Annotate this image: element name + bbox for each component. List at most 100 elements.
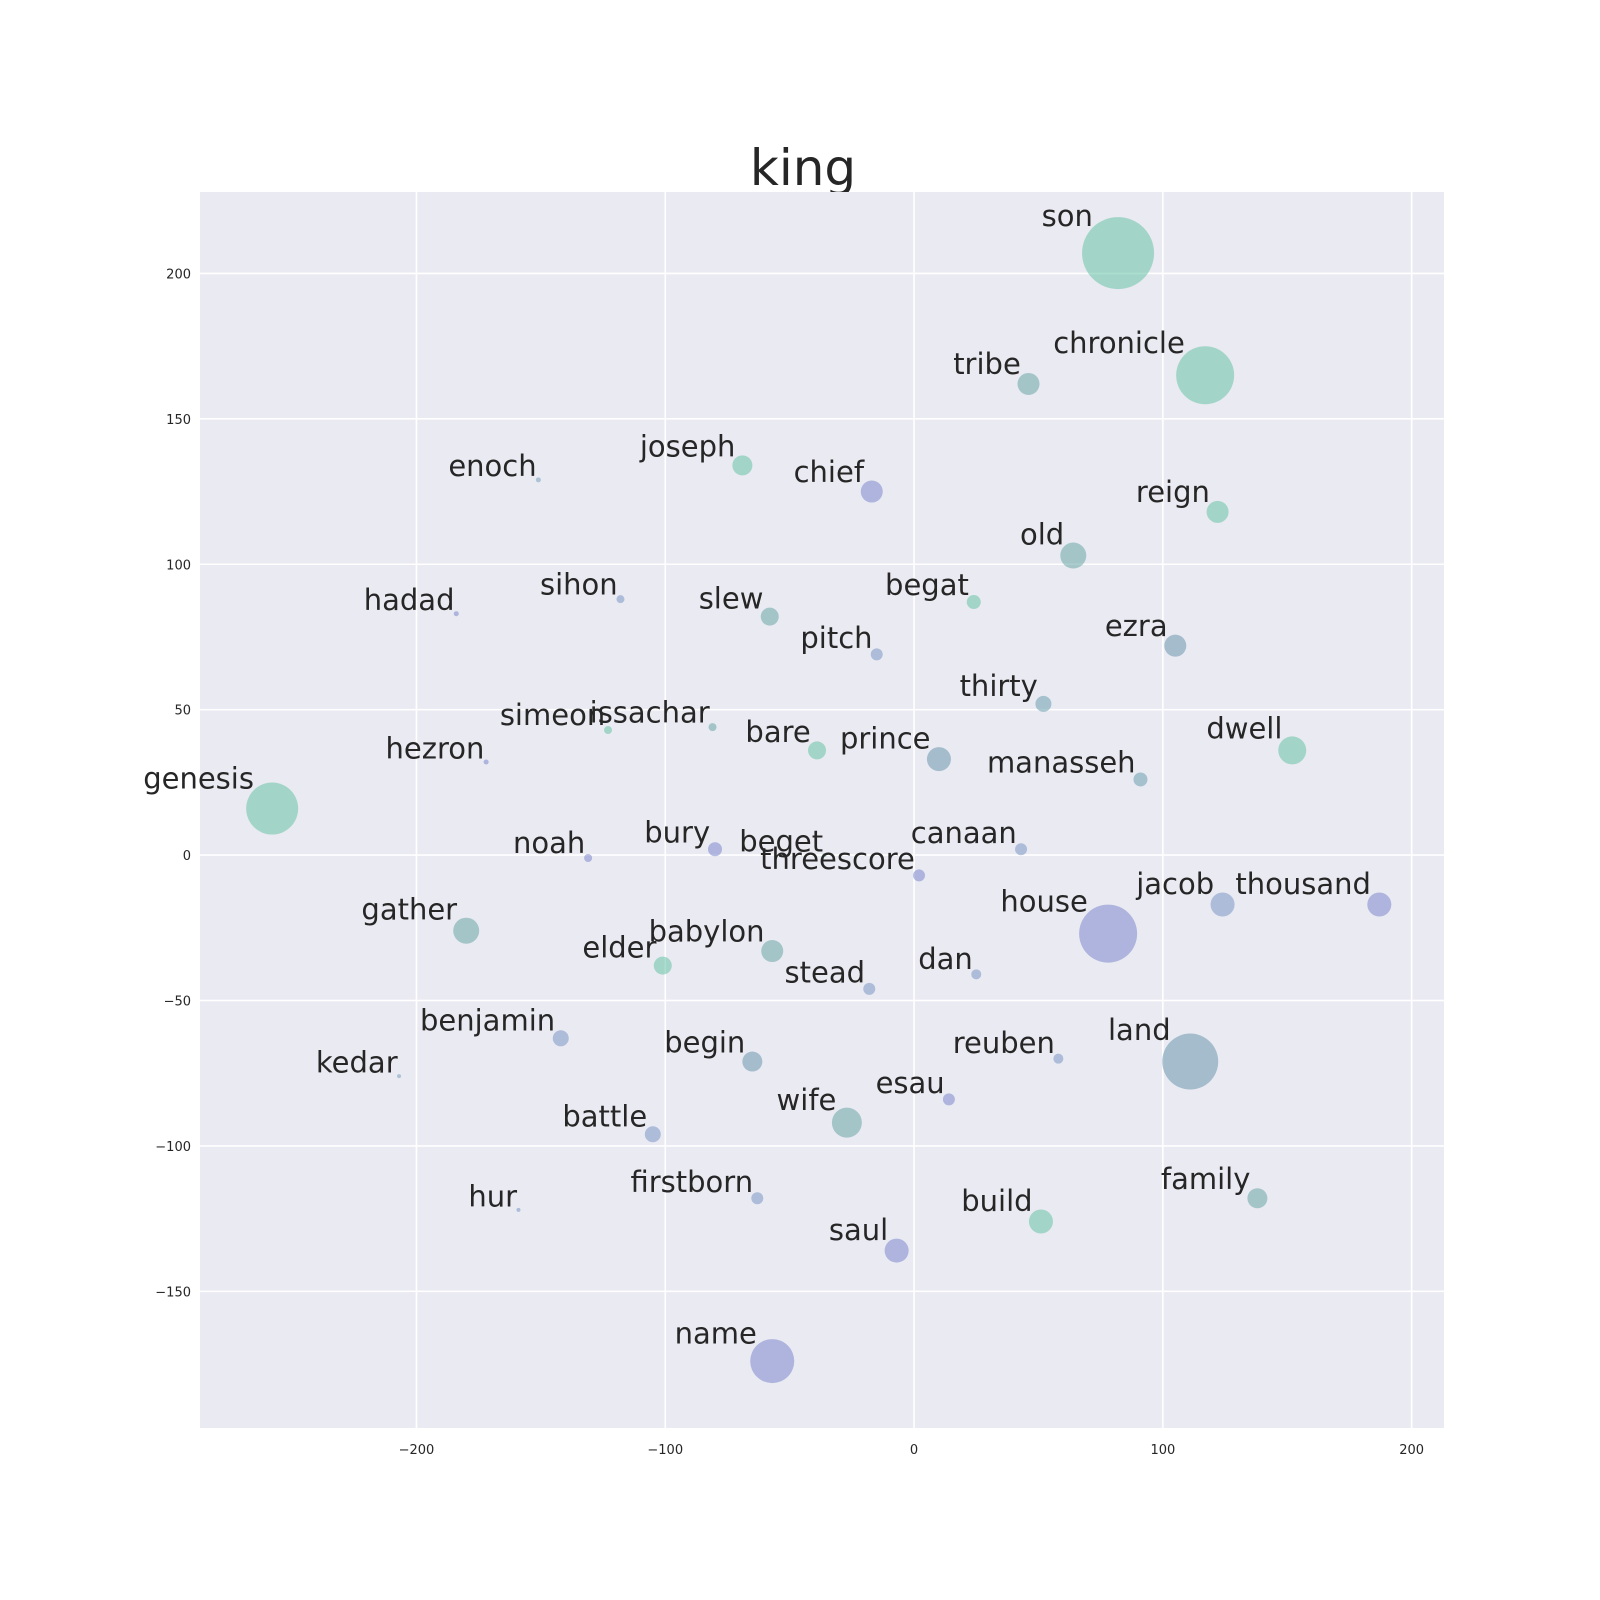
point-label-joseph: joseph bbox=[639, 429, 736, 463]
point-label-battle: battle bbox=[562, 1100, 647, 1134]
point-label-saul: saul bbox=[829, 1213, 888, 1247]
bubble-hadad bbox=[453, 611, 459, 617]
point-label-manasseh: manasseh bbox=[987, 746, 1136, 780]
bubble-bury bbox=[708, 842, 723, 857]
bubble-family bbox=[1247, 1188, 1268, 1209]
point-label-tribe: tribe bbox=[953, 347, 1021, 381]
bubble-wife bbox=[831, 1107, 862, 1138]
bubble-gather bbox=[453, 917, 480, 944]
bubble-jacob bbox=[1210, 892, 1235, 917]
point-label-enoch: enoch bbox=[448, 449, 536, 483]
point-label-hur: hur bbox=[468, 1179, 517, 1213]
point-label-hadad: hadad bbox=[364, 583, 455, 617]
x-tick-label: 200 bbox=[1399, 1443, 1424, 1458]
bubble-battle bbox=[644, 1126, 661, 1143]
point-label-build: build bbox=[961, 1184, 1032, 1218]
point-label-wife: wife bbox=[777, 1083, 837, 1117]
point-label-firstborn: firstborn bbox=[630, 1165, 753, 1199]
bubble-old bbox=[1060, 542, 1087, 569]
point-label-babylon: babylon bbox=[649, 914, 765, 948]
point-label-canaan: canaan bbox=[911, 816, 1017, 850]
point-label-issachar: issachar bbox=[590, 695, 710, 729]
point-label-land: land bbox=[1108, 1013, 1171, 1047]
x-tick-label: 0 bbox=[910, 1443, 918, 1458]
point-label-genesis: genesis bbox=[143, 761, 254, 795]
point-label-slew: slew bbox=[699, 581, 764, 615]
point-label-beget: beget bbox=[739, 825, 823, 859]
y-tick-label: 100 bbox=[166, 558, 191, 573]
point-label-elder: elder bbox=[582, 930, 656, 964]
bubble-bare bbox=[808, 741, 827, 760]
point-label-chief: chief bbox=[794, 455, 865, 489]
bubble-babylon bbox=[761, 940, 784, 963]
bubble-son bbox=[1082, 217, 1155, 290]
bubble-enoch bbox=[535, 477, 541, 483]
bubble-elder bbox=[653, 956, 672, 975]
point-label-family: family bbox=[1161, 1162, 1251, 1196]
point-label-reign: reign bbox=[1136, 475, 1210, 509]
bubble-reuben bbox=[1053, 1053, 1064, 1064]
bubble-canaan bbox=[1015, 843, 1028, 856]
grid-lines bbox=[200, 192, 1444, 1428]
point-label-kedar: kedar bbox=[316, 1046, 398, 1080]
bubble-simeon bbox=[604, 726, 613, 735]
point-label-gather: gather bbox=[361, 893, 457, 927]
bubble-esau bbox=[942, 1093, 955, 1106]
y-tick-label: 200 bbox=[166, 267, 191, 282]
bubble-stead bbox=[863, 982, 876, 995]
bubble-thousand bbox=[1367, 892, 1392, 917]
bubble-land bbox=[1162, 1033, 1219, 1090]
bubble-hezron bbox=[483, 759, 489, 765]
chart-title: king bbox=[750, 139, 856, 197]
bubble-name bbox=[750, 1339, 795, 1384]
bubble-kedar bbox=[397, 1074, 402, 1079]
point-label-jacob: jacob bbox=[1135, 867, 1214, 901]
point-label-sihon: sihon bbox=[540, 567, 618, 601]
point-label-bury: bury bbox=[644, 815, 710, 849]
point-label-benjamin: benjamin bbox=[420, 1004, 555, 1038]
point-label-noah: noah bbox=[513, 826, 585, 860]
point-label-esau: esau bbox=[876, 1066, 945, 1100]
point-label-old: old bbox=[1020, 517, 1064, 551]
y-tick-label: 50 bbox=[174, 704, 191, 719]
point-label-dan: dan bbox=[918, 942, 973, 976]
point-label-chronicle: chronicle bbox=[1053, 326, 1185, 360]
bubble-firstborn bbox=[751, 1192, 764, 1205]
bubble-chief bbox=[860, 480, 883, 503]
y-tick-label: −150 bbox=[155, 1285, 191, 1300]
x-axis-ticks: −200 −100 0 100 200 bbox=[399, 1443, 1424, 1458]
bubble-begin bbox=[742, 1051, 763, 1072]
bubble-ezra bbox=[1164, 634, 1187, 657]
x-tick-label: 100 bbox=[1150, 1443, 1175, 1458]
point-label-threescore: threescore bbox=[760, 842, 915, 876]
point-label-ezra: ezra bbox=[1105, 609, 1168, 643]
x-tick-label: −100 bbox=[647, 1443, 683, 1458]
bubble-reign bbox=[1206, 500, 1229, 523]
y-tick-label: 0 bbox=[183, 849, 191, 864]
bubble-house bbox=[1079, 904, 1138, 963]
bubble-threescore bbox=[913, 869, 926, 882]
bubble-joseph bbox=[732, 455, 753, 476]
bubble-dan bbox=[971, 969, 982, 980]
bubble-begat bbox=[966, 595, 981, 610]
bubble-hur bbox=[516, 1207, 521, 1212]
y-tick-label: 150 bbox=[166, 413, 191, 428]
x-tick-label: −200 bbox=[399, 1443, 435, 1458]
bubble-saul bbox=[884, 1238, 909, 1263]
plot-area bbox=[200, 192, 1444, 1428]
point-label-son: son bbox=[1042, 199, 1093, 233]
data-points bbox=[246, 217, 1392, 1384]
point-label-thirty: thirty bbox=[960, 669, 1038, 703]
point-label-pitch: pitch bbox=[800, 621, 872, 655]
point-label-prince: prince bbox=[840, 722, 931, 756]
bubble-sihon bbox=[616, 595, 625, 604]
bubble-manasseh bbox=[1133, 772, 1148, 787]
point-label-dwell: dwell bbox=[1206, 712, 1282, 746]
point-labels: son chronicle tribe enoch joseph chief reign ol… bbox=[143, 199, 1371, 1351]
bubble-thirty bbox=[1035, 695, 1052, 712]
point-label-stead: stead bbox=[785, 956, 866, 990]
point-label-thousand: thousand bbox=[1235, 867, 1371, 901]
bubble-noah bbox=[584, 853, 593, 862]
bubble-chronicle bbox=[1176, 346, 1235, 405]
